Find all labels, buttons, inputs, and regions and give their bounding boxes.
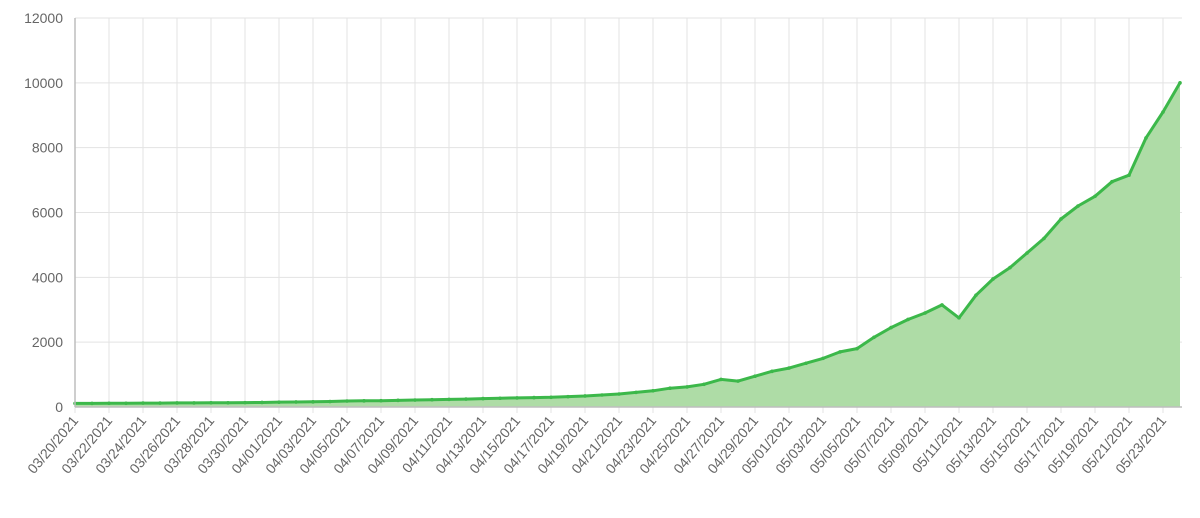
- data-point: [90, 401, 94, 406]
- data-point: [1110, 179, 1114, 184]
- data-point: [1076, 204, 1080, 208]
- series-line: [75, 82, 1182, 405]
- data-point: [328, 399, 332, 404]
- data-point: [940, 303, 944, 307]
- data-point: [804, 361, 808, 366]
- data-point: [124, 401, 128, 406]
- data-point: [974, 293, 978, 297]
- data-point: [158, 401, 162, 405]
- data-point: [1025, 251, 1029, 255]
- data-point: [294, 400, 298, 404]
- data-point: [1127, 173, 1131, 178]
- y-tick-label: 12000: [24, 10, 63, 26]
- data-point: [481, 396, 485, 401]
- data-point: [362, 399, 366, 403]
- data-point: [634, 390, 638, 395]
- data-point: [226, 400, 230, 405]
- y-tick-label: 6000: [32, 205, 63, 221]
- data-point: [396, 398, 400, 403]
- data-point: [107, 401, 111, 406]
- data-point: [855, 346, 859, 351]
- data-point: [889, 325, 893, 330]
- data-point: [311, 400, 315, 404]
- data-point: [906, 317, 910, 322]
- data-point: [192, 401, 196, 405]
- data-point: [872, 335, 876, 340]
- data-point: [515, 396, 519, 400]
- data-point: [991, 277, 995, 281]
- data-point: [175, 401, 179, 405]
- data-point: [668, 386, 672, 390]
- data-point: [549, 395, 553, 400]
- data-point: [141, 401, 145, 405]
- data-point: [1093, 194, 1097, 199]
- y-tick-label: 2000: [32, 334, 63, 350]
- y-axis-ticks: 0 2000 4000 6000 8000 10000 12000: [24, 10, 63, 415]
- data-point: [1059, 217, 1063, 221]
- data-point: [787, 366, 791, 370]
- data-point: [1008, 265, 1012, 270]
- data-point: [923, 311, 927, 315]
- data-point: [447, 397, 451, 402]
- data-point: [583, 394, 587, 398]
- data-point: [260, 400, 264, 405]
- data-point: [566, 394, 570, 399]
- data-point: [277, 400, 281, 404]
- data-point: [345, 399, 349, 403]
- y-tick-label: 0: [55, 399, 63, 415]
- data-point: [379, 398, 383, 403]
- data-point: [430, 397, 434, 402]
- data-point: [736, 379, 740, 383]
- area-fill: [75, 82, 1180, 408]
- series-area: [73, 81, 1182, 408]
- data-point: [532, 395, 536, 400]
- data-point: [702, 382, 706, 387]
- data-point: [498, 396, 502, 401]
- data-point: [753, 374, 757, 379]
- data-point: [243, 400, 247, 405]
- data-point: [1144, 136, 1148, 140]
- data-point: [209, 400, 213, 405]
- data-point: [1042, 236, 1046, 241]
- data-point: [770, 369, 774, 374]
- data-point: [464, 397, 468, 401]
- data-point: [838, 350, 842, 354]
- data-point: [617, 392, 621, 396]
- y-tick-label: 4000: [32, 269, 63, 285]
- data-point: [719, 377, 723, 382]
- y-tick-label: 10000: [24, 75, 63, 91]
- data-point: [651, 388, 655, 393]
- y-tick-label: 8000: [32, 140, 63, 156]
- data-point: [1178, 81, 1182, 85]
- data-point: [685, 385, 689, 389]
- x-axis-ticks: 03/20/202103/22/202103/24/202103/26/2021…: [24, 412, 1169, 476]
- data-point: [600, 393, 604, 397]
- data-point: [413, 398, 417, 402]
- data-point: [957, 316, 961, 320]
- axes: [74, 18, 1182, 408]
- data-point: [821, 356, 825, 361]
- data-point: [1161, 110, 1165, 114]
